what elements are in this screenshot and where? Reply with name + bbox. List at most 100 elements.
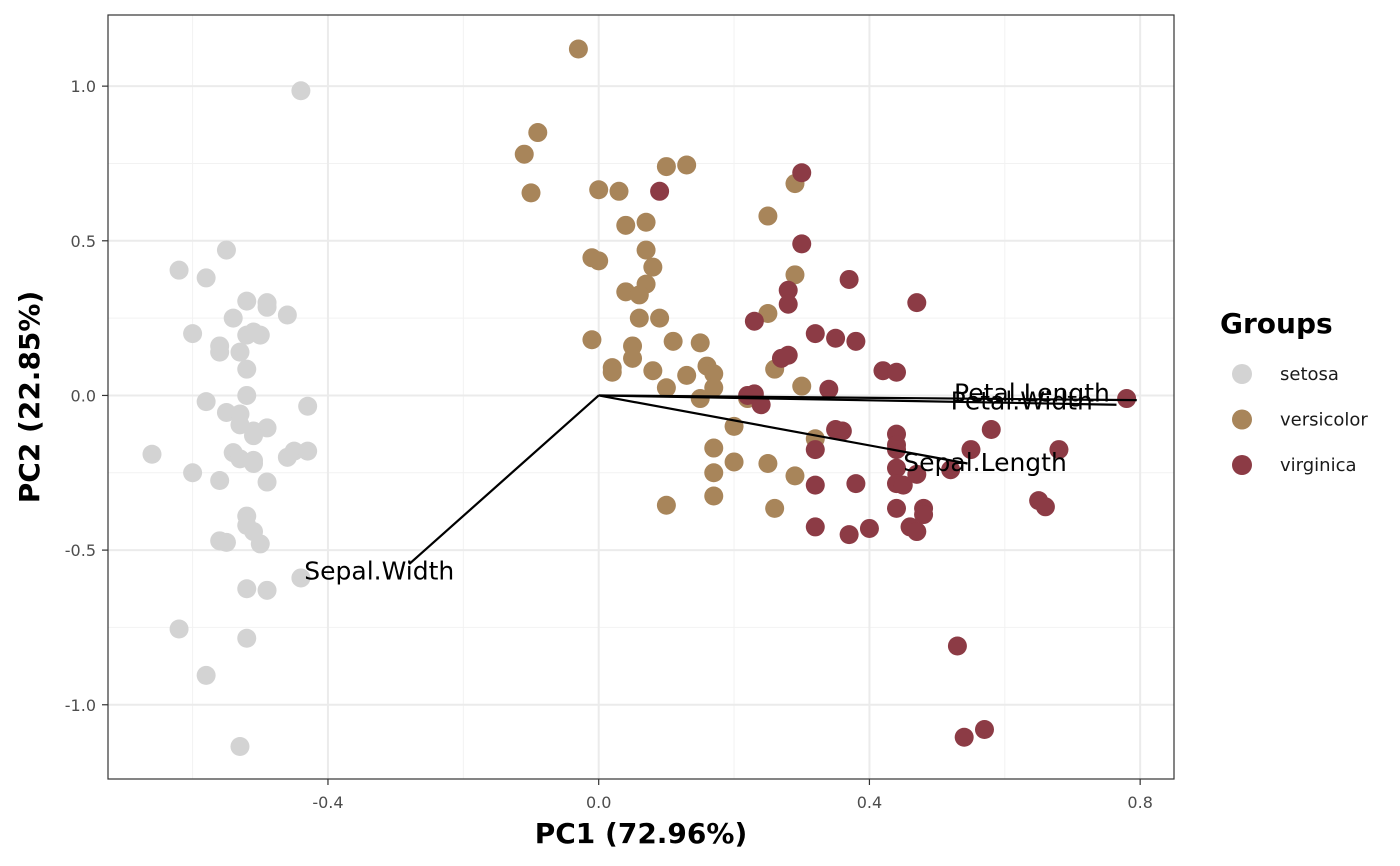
point-virginica xyxy=(805,475,825,495)
point-virginica xyxy=(792,234,812,254)
point-versicolor xyxy=(758,454,778,474)
point-versicolor xyxy=(623,348,643,368)
point-versicolor xyxy=(785,466,805,486)
point-virginica xyxy=(893,475,913,495)
point-virginica xyxy=(819,379,839,399)
legend: Groups setosa versicolor virginica xyxy=(1220,307,1368,476)
point-virginica xyxy=(974,720,994,740)
point-setosa xyxy=(210,342,230,362)
point-versicolor xyxy=(656,378,676,398)
point-setosa xyxy=(291,81,311,101)
point-virginica xyxy=(887,362,907,382)
point-setosa xyxy=(244,426,264,446)
point-versicolor xyxy=(589,251,609,271)
point-versicolor xyxy=(663,331,683,351)
legend-key-versicolor xyxy=(1232,409,1252,430)
x-axis-ticks: -0.4 0.0 0.4 0.8 xyxy=(312,779,1153,812)
point-virginica xyxy=(839,525,859,545)
point-setosa xyxy=(210,471,230,491)
point-setosa xyxy=(277,305,297,325)
y-tick-label: 0.5 xyxy=(71,232,96,251)
point-versicolor xyxy=(724,452,744,472)
point-versicolor xyxy=(704,364,724,384)
legend-title: Groups xyxy=(1220,307,1333,340)
point-virginica xyxy=(792,163,812,183)
point-virginica xyxy=(1049,440,1069,460)
x-axis-title: PC1 (72.96%) xyxy=(535,817,748,850)
loading-vectors: Sepal.LengthSepal.WidthPetal.LengthPetal… xyxy=(304,379,1137,585)
point-setosa xyxy=(237,325,257,345)
point-setosa xyxy=(237,628,257,648)
point-virginica xyxy=(981,419,1001,439)
point-virginica xyxy=(887,498,907,518)
legend-key-virginica xyxy=(1232,455,1252,475)
point-setosa xyxy=(277,447,297,467)
point-virginica xyxy=(832,421,852,441)
point-virginica xyxy=(744,311,764,331)
point-virginica xyxy=(941,460,961,480)
point-setosa xyxy=(237,385,257,405)
point-virginica xyxy=(887,458,907,478)
point-versicolor xyxy=(785,265,805,285)
point-setosa xyxy=(142,444,162,464)
y-tick-label: -1.0 xyxy=(65,696,96,715)
vector-Sepal.Width xyxy=(408,394,600,565)
point-versicolor xyxy=(528,123,548,143)
point-versicolor xyxy=(704,378,724,398)
point-versicolor xyxy=(677,365,697,385)
point-versicolor xyxy=(636,212,656,232)
point-versicolor xyxy=(602,362,622,382)
point-setosa xyxy=(237,359,257,379)
point-virginica xyxy=(846,331,866,351)
vector-Sepal.Length xyxy=(598,394,968,465)
point-versicolor xyxy=(758,206,778,226)
vector-label-Sepal.Length: Sepal.Length xyxy=(903,448,1067,477)
point-virginica xyxy=(839,269,859,289)
point-setosa xyxy=(230,342,250,362)
point-virginica xyxy=(907,522,927,542)
point-virginica xyxy=(771,348,791,368)
point-versicolor xyxy=(609,181,629,201)
vector-label-Sepal.Width: Sepal.Width xyxy=(304,556,454,585)
point-virginica xyxy=(805,324,825,344)
x-tick-label: 0.8 xyxy=(1127,793,1152,812)
point-setosa xyxy=(216,532,236,552)
point-versicolor xyxy=(656,157,676,177)
point-setosa xyxy=(257,297,277,317)
point-virginica xyxy=(961,440,981,460)
point-setosa xyxy=(237,579,257,599)
point-versicolor xyxy=(636,240,656,260)
point-virginica xyxy=(778,280,798,300)
point-setosa xyxy=(169,260,189,280)
point-setosa xyxy=(291,568,311,588)
point-setosa xyxy=(237,291,257,311)
y-tick-label: -0.5 xyxy=(65,541,96,560)
point-versicolor xyxy=(690,333,710,353)
point-versicolor xyxy=(765,498,785,518)
point-versicolor xyxy=(643,257,663,277)
point-versicolor xyxy=(650,308,670,328)
point-setosa xyxy=(196,665,216,685)
point-versicolor xyxy=(568,39,588,59)
point-setosa xyxy=(196,268,216,288)
point-versicolor xyxy=(582,330,602,350)
y-axis-title: PC2 (22.85%) xyxy=(13,291,46,504)
point-setosa xyxy=(257,472,277,492)
point-virginica xyxy=(805,440,825,460)
point-virginica xyxy=(805,517,825,537)
point-versicolor xyxy=(629,285,649,305)
point-versicolor xyxy=(792,376,812,396)
point-virginica xyxy=(1117,389,1137,409)
point-setosa xyxy=(196,392,216,412)
point-versicolor xyxy=(589,180,609,200)
legend-label-virginica: virginica xyxy=(1280,455,1357,476)
point-setosa xyxy=(298,396,318,416)
point-virginica xyxy=(907,464,927,484)
point-setosa xyxy=(183,463,203,483)
legend-label-versicolor: versicolor xyxy=(1280,410,1368,431)
point-virginica xyxy=(907,293,927,313)
point-setosa xyxy=(183,324,203,344)
point-virginica xyxy=(947,636,967,656)
point-virginica xyxy=(751,395,771,415)
